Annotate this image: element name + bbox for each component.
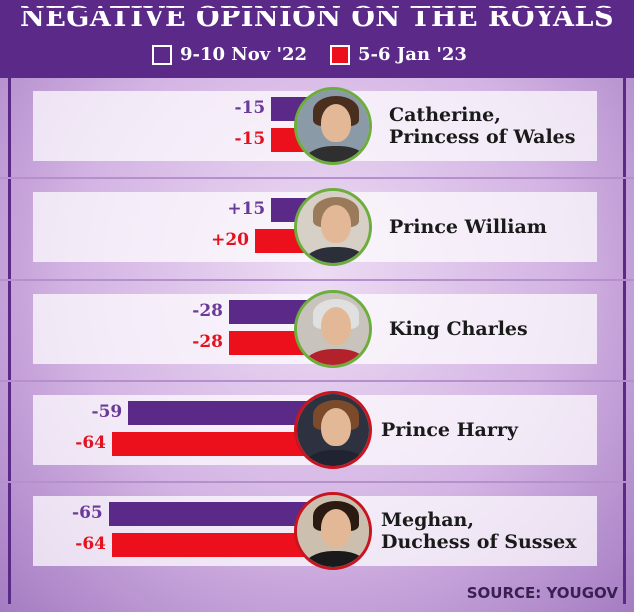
row-separator (0, 380, 634, 382)
category-label: Prince William (389, 216, 547, 238)
header-band: NEGATIVE OPINION ON THE ROYALS 9-10 Nov … (0, 0, 634, 78)
row-separator (0, 279, 634, 281)
william-portrait (294, 188, 372, 266)
category-label-line: Meghan, (381, 509, 474, 531)
data-label: -28 (192, 301, 223, 321)
charles-portrait (294, 290, 372, 368)
category-label-line: King Charles (389, 318, 528, 340)
source-credit: SOURCE: YOUGOV (466, 584, 618, 602)
bar-jan (112, 432, 320, 456)
chart-title: NEGATIVE OPINION ON THE ROYALS (20, 2, 614, 33)
category-label-line: Princess of Wales (389, 126, 576, 148)
frame-border (8, 8, 626, 604)
data-label: +15 (227, 199, 266, 219)
harry-portrait (294, 391, 372, 469)
category-label-line: Duchess of Sussex (381, 531, 577, 553)
category-label: King Charles (389, 318, 528, 340)
data-label: -65 (72, 503, 103, 523)
legend-label-jan: 5-6 Jan '23 (358, 44, 467, 65)
bar-nov (108, 502, 320, 526)
legend-swatch-jan (330, 45, 350, 65)
bar-jan (112, 533, 320, 557)
data-label: -15 (234, 129, 266, 149)
data-label: -15 (234, 98, 266, 118)
category-label: Meghan, Duchess of Sussex (381, 509, 577, 553)
data-label: -59 (91, 402, 123, 422)
category-label: Prince Harry (381, 419, 518, 441)
catherine-portrait (294, 87, 372, 165)
row-separator (0, 177, 634, 179)
legend-swatch-nov (152, 45, 172, 65)
row-separator (0, 481, 634, 483)
data-label: -64 (75, 534, 106, 554)
category-label-line: Prince William (389, 216, 547, 238)
meghan-portrait (294, 492, 372, 570)
bar-nov (128, 401, 320, 425)
data-label: -28 (192, 332, 223, 352)
data-label: -64 (75, 433, 106, 453)
legend-label-nov: 9-10 Nov '22 (180, 44, 308, 65)
category-label-line: Prince Harry (381, 419, 518, 441)
category-label: Catherine, Princess of Wales (389, 104, 575, 148)
category-label-line: Catherine, (389, 104, 501, 126)
data-label: +20 (211, 230, 249, 250)
